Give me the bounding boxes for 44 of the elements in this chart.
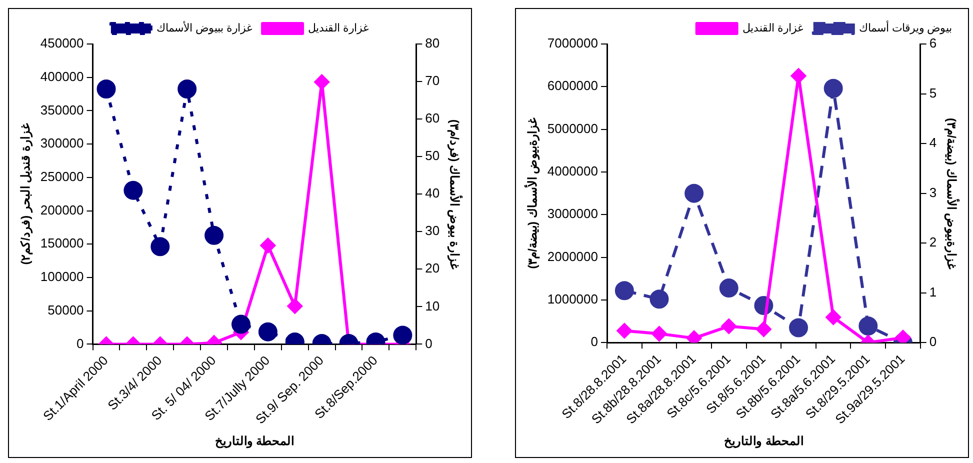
- y2-tick-label: 4: [929, 135, 937, 150]
- y2-tick-label: 70: [425, 73, 440, 88]
- y2-tick-label: 3: [929, 184, 937, 200]
- y-tick-label: 0: [76, 336, 84, 351]
- y-tick-label: 100000: [40, 269, 84, 284]
- y-tick-label: 200000: [40, 202, 84, 218]
- y-tick-label: 5000000: [547, 120, 598, 136]
- y2-tick-label: 60: [425, 110, 440, 126]
- y2-tick-label: 0: [929, 334, 937, 350]
- y-axis-title: غزارةبيوض الأسماك (بيضة/م٣): [524, 116, 541, 269]
- y2-tick-label: 0: [425, 336, 432, 351]
- y-tick-label: 50000: [48, 302, 84, 318]
- y-tick-label: 1000000: [547, 292, 598, 307]
- y2-tick-label: 6: [929, 36, 937, 51]
- y-tick-label: 4000000: [547, 164, 598, 179]
- y2-tick-label: 20: [425, 260, 440, 276]
- y2-axis-title: غزارةبيوض الأسماك (بيضة/م٣): [943, 118, 960, 270]
- y-axis-title: غزارة قنديل البحر (فرد/كم٢): [18, 122, 34, 265]
- y-tick-label: 2000000: [547, 248, 598, 264]
- y2-tick-label: 10: [425, 298, 440, 314]
- legend-label: غزارة القنديل: [308, 22, 370, 35]
- y2-tick-label: 80: [425, 36, 440, 51]
- y2-tick-label: 5: [929, 85, 937, 100]
- y2-tick-label: 2: [929, 234, 937, 250]
- y-tick-label: 0: [590, 334, 598, 350]
- y-tick-label: 450000: [40, 36, 84, 51]
- legend-label: بيوض ويرقات أسماك: [858, 20, 952, 35]
- y-tick-label: 7000000: [547, 36, 598, 51]
- y-tick-label: 3000000: [547, 206, 598, 222]
- y-tick-label: 250000: [40, 169, 84, 184]
- y2-axis-title: غزارة بيوض الأسماك (فرد/م٣): [446, 119, 462, 270]
- y2-tick-label: 50: [425, 148, 440, 164]
- x-axis-title: المحطة والتاريخ: [724, 434, 804, 450]
- y2-tick-label: 1: [929, 284, 937, 300]
- y2-tick-label: 30: [425, 223, 440, 238]
- legend-label: غزارة القنديل: [742, 22, 804, 35]
- y-tick-label: 300000: [40, 136, 84, 151]
- y-tick-label: 400000: [40, 68, 84, 84]
- y-tick-label: 350000: [40, 102, 84, 118]
- legend-label: غزارة ببيوض الأسماك: [156, 20, 253, 35]
- y-tick-label: 6000000: [547, 78, 598, 94]
- x-axis-title: المحطة والتاريخ: [214, 434, 294, 450]
- y2-tick-label: 40: [425, 186, 440, 201]
- y-tick-label: 150000: [40, 236, 84, 251]
